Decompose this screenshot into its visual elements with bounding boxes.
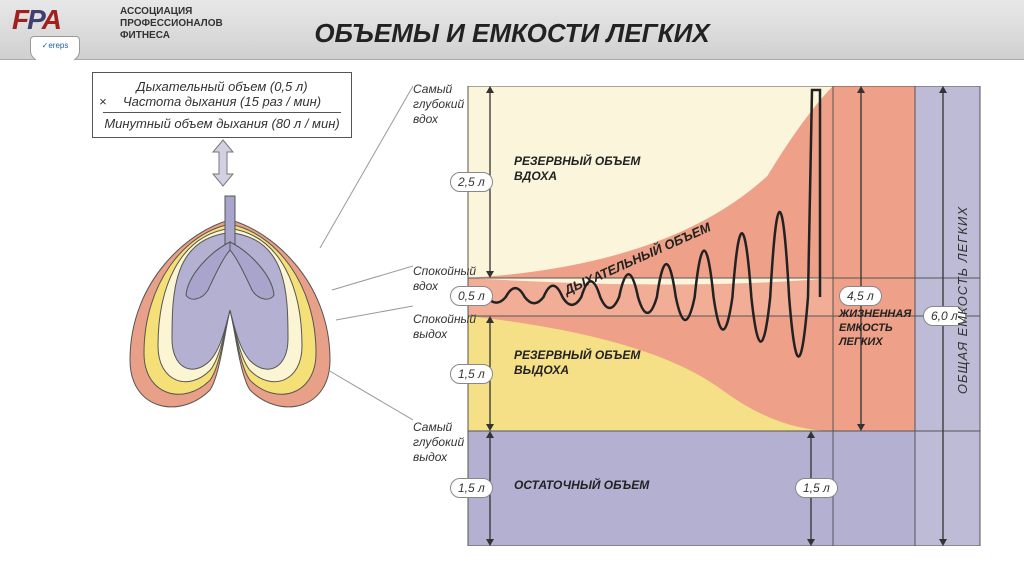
label-erv: РЕЗЕРВНЫЙ ОБЪЕМВЫДОХА — [514, 348, 640, 378]
label-tlc: ОБЩАЯ ЕМКОСТЬ ЛЕГКИХ — [955, 206, 970, 394]
lung-volumes-diagram: Самый глубокийвдохСпокойныйвдохСпокойный… — [413, 72, 1013, 562]
calc-divider — [103, 112, 341, 113]
calc-line-1: Дыхательный объем (0,5 л) — [103, 79, 341, 94]
badge-vc: 4,5 л — [839, 286, 882, 306]
calc-line-3: Минутный объем дыхания (80 л / мин) — [103, 116, 341, 131]
badge-rv-right: 1,5 л — [795, 478, 838, 498]
calculation-box: Дыхательный объем (0,5 л) ×Частота дыхан… — [92, 72, 352, 138]
label-rv: ОСТАТОЧНЫЙ ОБЪЕМ — [514, 478, 649, 493]
calc-line-2: ×Частота дыхания (15 раз / мин) — [103, 94, 341, 109]
label-deepest-exhale: Самый глубокийвыдох — [413, 420, 464, 465]
label-calm-exhale: Спокойныйвыдох — [413, 312, 464, 342]
badge-tv: 0,5 л — [450, 286, 493, 306]
lungs-illustration — [90, 190, 370, 440]
badge-irv: 2,5 л — [450, 172, 493, 192]
diagram-content: Дыхательный объем (0,5 л) ×Частота дыхан… — [0, 60, 1024, 574]
multiply-symbol: × — [99, 94, 107, 109]
calc-line-2-text: Частота дыхания (15 раз / мин) — [123, 94, 321, 109]
badge-erv: 1,5 л — [450, 364, 493, 384]
label-deepest-inhale: Самый глубокийвдох — [413, 82, 464, 127]
badge-rv-left: 1,5 л — [450, 478, 493, 498]
bidirectional-arrow-icon — [208, 138, 238, 188]
page-title: ОБЪЕМЫ И ЕМКОСТИ ЛЕГКИХ — [0, 18, 1024, 49]
label-irv: РЕЗЕРВНЫЙ ОБЪЕМВДОХА — [514, 154, 640, 184]
label-vc: ЖИЗНЕННАЯЕМКОСТЬЛЕГКИХ — [839, 308, 911, 349]
